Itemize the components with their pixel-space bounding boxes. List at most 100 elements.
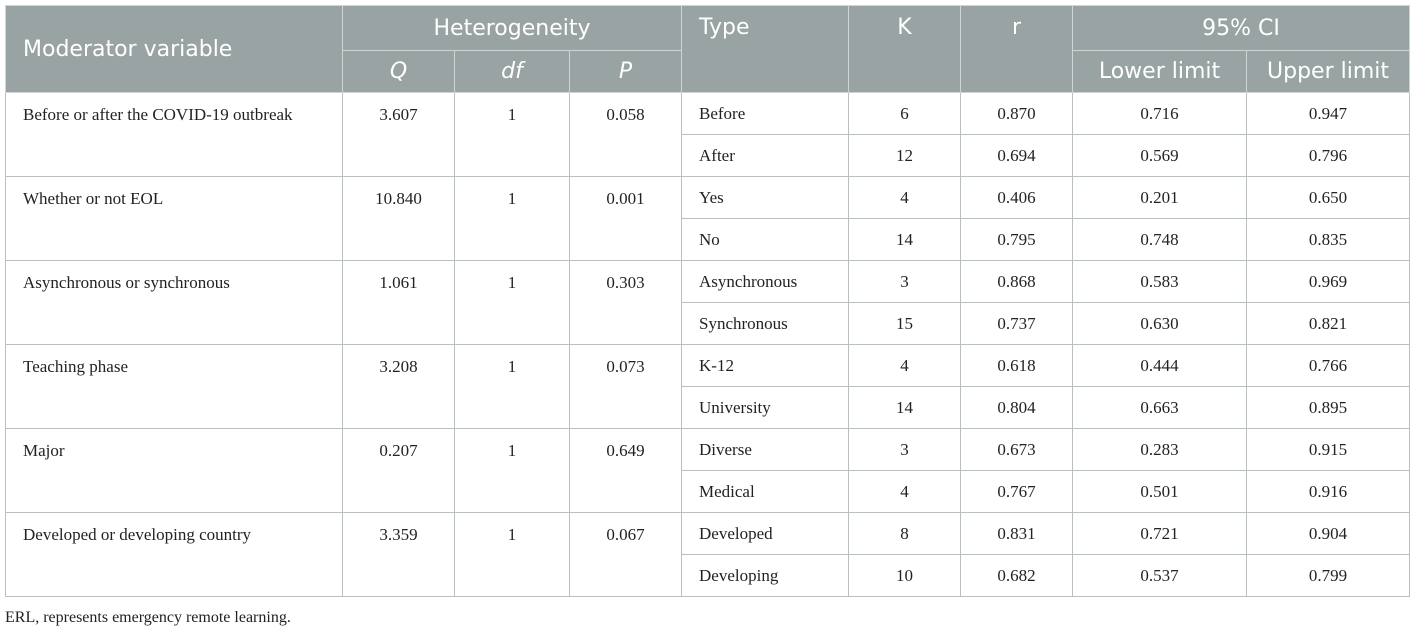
q-cell: 1.061	[342, 260, 455, 345]
r-cell: 0.868	[960, 260, 1073, 303]
upper-cell: 0.947	[1246, 92, 1410, 135]
q-cell: 10.840	[342, 176, 455, 261]
table-row: Whether or not EOL 10.840 1 0.001 Yes 4 …	[5, 176, 1410, 261]
header-upper-limit: Upper limit	[1246, 50, 1410, 93]
r-cell: 0.406	[960, 176, 1073, 219]
r-cell: 0.694	[960, 134, 1073, 177]
p-cell: 0.067	[569, 512, 682, 597]
lower-cell: 0.444	[1072, 344, 1247, 387]
lower-cell: 0.716	[1072, 92, 1247, 135]
type-cell: Before	[681, 92, 849, 135]
table-row: Asynchronous or synchronous 1.061 1 0.30…	[5, 260, 1410, 345]
moderator-cell: Before or after the COVID-19 outbreak	[5, 92, 343, 177]
type-cell: Diverse	[681, 428, 849, 471]
r-cell: 0.804	[960, 386, 1073, 429]
header-df: df	[454, 50, 570, 93]
moderator-cell: Whether or not EOL	[5, 176, 343, 261]
table-row: Major 0.207 1 0.649 Diverse 3 0.673 0.28…	[5, 428, 1410, 513]
table-row: Before or after the COVID-19 outbreak 3.…	[5, 92, 1410, 177]
table-row: Teaching phase 3.208 1 0.073 K-12 4 0.61…	[5, 344, 1410, 429]
k-cell: 12	[848, 134, 961, 177]
table-row: After 12 0.694 0.569 0.796	[6, 134, 1410, 177]
q-cell: 3.208	[342, 344, 455, 429]
upper-cell: 0.895	[1246, 386, 1410, 429]
r-cell: 0.831	[960, 512, 1073, 555]
moderator-cell: Major	[5, 428, 343, 513]
lower-cell: 0.663	[1072, 386, 1247, 429]
table-row: No 14 0.795 0.748 0.835	[6, 218, 1410, 261]
p-cell: 0.058	[569, 92, 682, 177]
table-row: Developing 10 0.682 0.537 0.799	[6, 554, 1410, 597]
r-cell: 0.870	[960, 92, 1073, 135]
p-cell: 0.073	[569, 344, 682, 429]
header-k: K	[848, 5, 961, 93]
header-heterogeneity: Heterogeneity	[342, 5, 682, 51]
header-q: Q	[342, 50, 455, 93]
table-row: Developed or developing country 3.359 1 …	[5, 512, 1410, 597]
lower-cell: 0.721	[1072, 512, 1247, 555]
header-lower-limit: Lower limit	[1072, 50, 1247, 93]
moderator-cell: Asynchronous or synchronous	[5, 260, 343, 345]
df-cell: 1	[454, 428, 570, 513]
lower-cell: 0.583	[1072, 260, 1247, 303]
upper-cell: 0.766	[1246, 344, 1410, 387]
header-row-2: Q df P Lower limit Upper limit	[6, 50, 1410, 93]
type-cell: Synchronous	[681, 302, 849, 345]
upper-cell: 0.916	[1246, 470, 1410, 513]
table-footnote: ERL, represents emergency remote learnin…	[5, 609, 291, 626]
type-cell: After	[681, 134, 849, 177]
lower-cell: 0.501	[1072, 470, 1247, 513]
upper-cell: 0.904	[1246, 512, 1410, 555]
header-type: Type	[681, 5, 849, 93]
header-ci: 95% CI	[1072, 5, 1410, 51]
upper-cell: 0.799	[1246, 554, 1410, 597]
r-cell: 0.618	[960, 344, 1073, 387]
df-cell: 1	[454, 260, 570, 345]
type-cell: No	[681, 218, 849, 261]
moderator-analysis-table: Moderator variable Heterogeneity Type K …	[5, 5, 1410, 597]
lower-cell: 0.569	[1072, 134, 1247, 177]
moderator-cell: Developed or developing country	[5, 512, 343, 597]
p-cell: 0.303	[569, 260, 682, 345]
df-cell: 1	[454, 512, 570, 597]
type-cell: University	[681, 386, 849, 429]
lower-cell: 0.201	[1072, 176, 1247, 219]
k-cell: 14	[848, 218, 961, 261]
type-cell: Developed	[681, 512, 849, 555]
table-row: Medical 4 0.767 0.501 0.916	[6, 470, 1410, 513]
lower-cell: 0.748	[1072, 218, 1247, 261]
header-moderator: Moderator variable	[5, 5, 343, 93]
k-cell: 4	[848, 470, 961, 513]
type-cell: Yes	[681, 176, 849, 219]
k-cell: 8	[848, 512, 961, 555]
r-cell: 0.673	[960, 428, 1073, 471]
k-cell: 4	[848, 176, 961, 219]
k-cell: 3	[848, 428, 961, 471]
upper-cell: 0.650	[1246, 176, 1410, 219]
type-cell: Medical	[681, 470, 849, 513]
q-cell: 3.607	[342, 92, 455, 177]
q-cell: 0.207	[342, 428, 455, 513]
header-p: P	[569, 50, 682, 93]
k-cell: 15	[848, 302, 961, 345]
df-cell: 1	[454, 176, 570, 261]
k-cell: 10	[848, 554, 961, 597]
upper-cell: 0.835	[1246, 218, 1410, 261]
type-cell: Asynchronous	[681, 260, 849, 303]
lower-cell: 0.283	[1072, 428, 1247, 471]
r-cell: 0.737	[960, 302, 1073, 345]
k-cell: 6	[848, 92, 961, 135]
r-cell: 0.767	[960, 470, 1073, 513]
p-cell: 0.649	[569, 428, 682, 513]
r-cell: 0.795	[960, 218, 1073, 261]
r-cell: 0.682	[960, 554, 1073, 597]
lower-cell: 0.630	[1072, 302, 1247, 345]
moderator-cell: Teaching phase	[5, 344, 343, 429]
lower-cell: 0.537	[1072, 554, 1247, 597]
type-cell: Developing	[681, 554, 849, 597]
p-cell: 0.001	[569, 176, 682, 261]
df-cell: 1	[454, 92, 570, 177]
k-cell: 4	[848, 344, 961, 387]
header-r: r	[960, 5, 1073, 93]
upper-cell: 0.821	[1246, 302, 1410, 345]
